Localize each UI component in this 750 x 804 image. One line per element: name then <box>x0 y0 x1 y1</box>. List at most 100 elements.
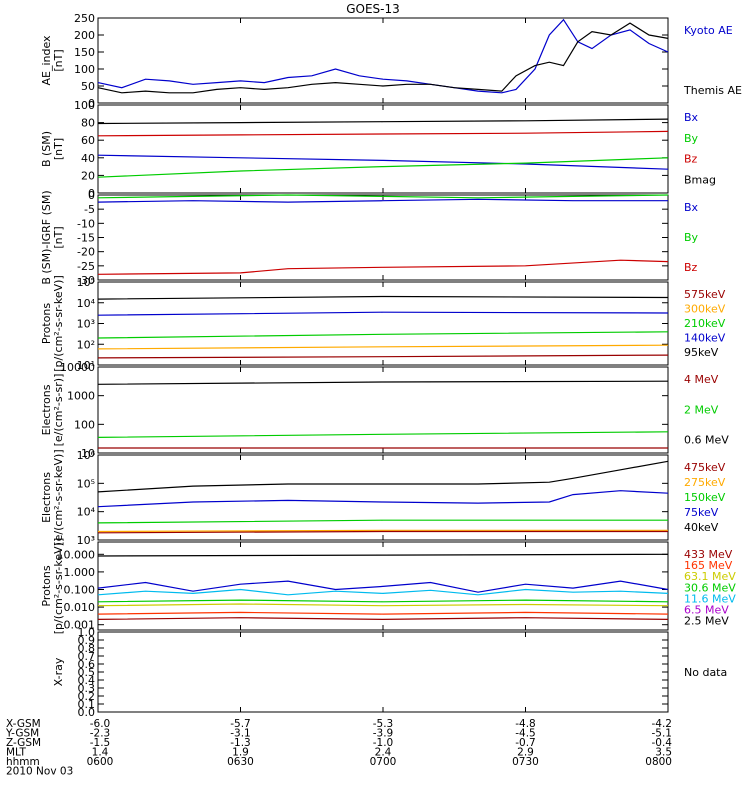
series-line-95kev <box>97 295 669 300</box>
y-tick-label: 10000 <box>60 361 95 374</box>
y-tick-label: 10³ <box>77 318 95 331</box>
y-tick-label: 0.4 <box>78 674 96 687</box>
y-tick-label: 0.1 <box>78 698 96 711</box>
y-tick-label: 0.9 <box>78 634 96 647</box>
legend-entry: 210keV <box>684 317 726 330</box>
y-tick-label: 1000 <box>67 390 95 403</box>
y-tick-label: 0 <box>88 189 95 202</box>
x-row-value: -1.0 <box>373 737 394 749</box>
x-row-value: 0730 <box>512 756 539 768</box>
legend-entry: 75keV <box>684 506 719 519</box>
y-tick-label: 0.010 <box>64 601 96 614</box>
y-tick-label: 0.2 <box>78 690 96 703</box>
legend-entry: 95keV <box>684 346 719 359</box>
y-tick-label: -10 <box>77 217 95 230</box>
legend-entry: 4 MeV <box>684 373 719 386</box>
x-row-value: 3.5 <box>655 747 672 759</box>
x-row-value: -0.7 <box>515 737 536 749</box>
y-axis-label: B (SM)-IGRF (SM)[nT] <box>40 190 65 284</box>
x-row-label: X-GSM <box>6 718 41 730</box>
panel-frame <box>97 281 669 366</box>
panel-frame <box>97 631 669 713</box>
y-tick-label: 0.3 <box>78 682 96 695</box>
panel-electrons_kev: 10³ 10⁴ 10⁵ 10⁶ Electrons[e/(cm²-s-sr-keV)] 4… <box>40 449 726 547</box>
series-line-by <box>97 194 669 199</box>
legend-entry: 6.5 MeV <box>684 604 729 617</box>
series-line-63-1-mev <box>97 603 669 607</box>
date-label: 2010 Nov 03 <box>6 766 73 778</box>
x-row-value: -1.3 <box>230 737 251 749</box>
series-line-75kev <box>97 490 669 508</box>
series-line-40kev <box>97 460 669 493</box>
y-tick-label: 10⁵ <box>77 477 95 490</box>
y-tick-label: 1.0 <box>78 626 96 639</box>
x-row-value: 1.9 <box>232 747 249 759</box>
series-line-165-mev <box>97 611 669 615</box>
series-line-2-mev <box>97 431 669 438</box>
y-tick-label: 40 <box>81 152 95 165</box>
legend-entry: Bz <box>684 153 698 166</box>
legend-entry: 300keV <box>684 302 726 315</box>
panel-frame <box>97 454 669 541</box>
series-line-475kev <box>97 530 668 534</box>
series-line-kyoto-ae <box>97 18 669 94</box>
series-line-bz <box>97 259 669 275</box>
series-line-150kev <box>97 519 668 524</box>
x-row-value: 0800 <box>645 756 672 768</box>
x-row-value: 0600 <box>87 756 114 768</box>
y-axis-label: Protons[p/(cm²-s-sr-keV)] <box>40 538 65 635</box>
y-tick-label: 10¹ <box>77 359 95 372</box>
y-axis-label: B (SM)[nT] <box>40 131 65 167</box>
y-tick-label: 10² <box>77 338 95 351</box>
legend-entry: Bx <box>684 201 699 214</box>
series-line-0-6-mev <box>97 380 669 385</box>
series-line-30-6-mev <box>97 599 669 603</box>
legend-entry: 150keV <box>684 491 726 504</box>
legend-entry: 30.6 MeV <box>684 581 736 594</box>
y-tick-label: -30 <box>77 274 95 287</box>
panel-ae: 0 50 100 150 200 250 AE_index[nT] Kyoto AE Themi… <box>40 12 742 110</box>
x-row-value: -4.5 <box>515 728 536 740</box>
y-tick-label: 10⁵ <box>77 276 95 289</box>
x-row-label: Y-GSM <box>5 728 39 740</box>
legend-entry: 2 MeV <box>684 403 719 416</box>
panel-xray: 0.00.10.20.30.40.50.60.70.80.91.0 X-ray No… <box>52 626 727 719</box>
legend-entry: 11.6 MeV <box>684 592 736 605</box>
legend-entry: By <box>684 132 699 145</box>
legend-entry: Bmag <box>684 174 716 187</box>
y-tick-label: 0.5 <box>78 666 96 679</box>
x-row-value: -5.7 <box>230 718 251 730</box>
series-line-210kev <box>97 331 669 339</box>
legend-entry: Kyoto AE <box>684 24 733 37</box>
y-tick-label: 200 <box>74 29 95 42</box>
legend-entry: By <box>684 231 699 244</box>
y-tick-label: 10 <box>81 447 95 460</box>
y-tick-label: 0.6 <box>78 658 96 671</box>
y-tick-label: -25 <box>77 260 95 273</box>
x-row-value: -5.3 <box>373 718 394 730</box>
legend-entry: Bx <box>684 111 699 124</box>
x-row-value: 2.4 <box>375 747 392 759</box>
x-axis-table: X-GSM -6.0 -5.7 -5.3 -4.8 -4.2 Y-GSM -2.3 -3.1 -3… <box>5 718 672 778</box>
y-tick-label: 10⁴ <box>77 297 96 310</box>
series-line-by <box>97 157 669 178</box>
y-tick-label: 10⁶ <box>77 449 96 462</box>
x-row-value: -1.5 <box>90 737 111 749</box>
panel-bsm: 0 20 40 60 80 100 B (SM)[nT] Bx By Bz Bmag <box>40 99 716 200</box>
legend-entry: 63.1 MeV <box>684 570 736 583</box>
y-tick-label: 60 <box>81 134 95 147</box>
y-tick-label: 100 <box>74 63 95 76</box>
y-axis-label: Protons[p/(cm²-s-sr-keV)] <box>40 275 65 372</box>
series-line-140kev <box>97 311 669 316</box>
x-row-label: Z-GSM <box>6 737 41 749</box>
y-tick-label: 80 <box>81 117 95 130</box>
x-row-value: -6.0 <box>90 718 111 730</box>
legend-entry: 40keV <box>684 521 719 534</box>
series-line-6-5-mev <box>97 580 669 593</box>
series-line-275kev <box>97 529 668 533</box>
x-row-label: hhmm <box>6 756 40 768</box>
legend-entry: 475keV <box>684 461 726 474</box>
series-line-300kev <box>97 344 669 350</box>
